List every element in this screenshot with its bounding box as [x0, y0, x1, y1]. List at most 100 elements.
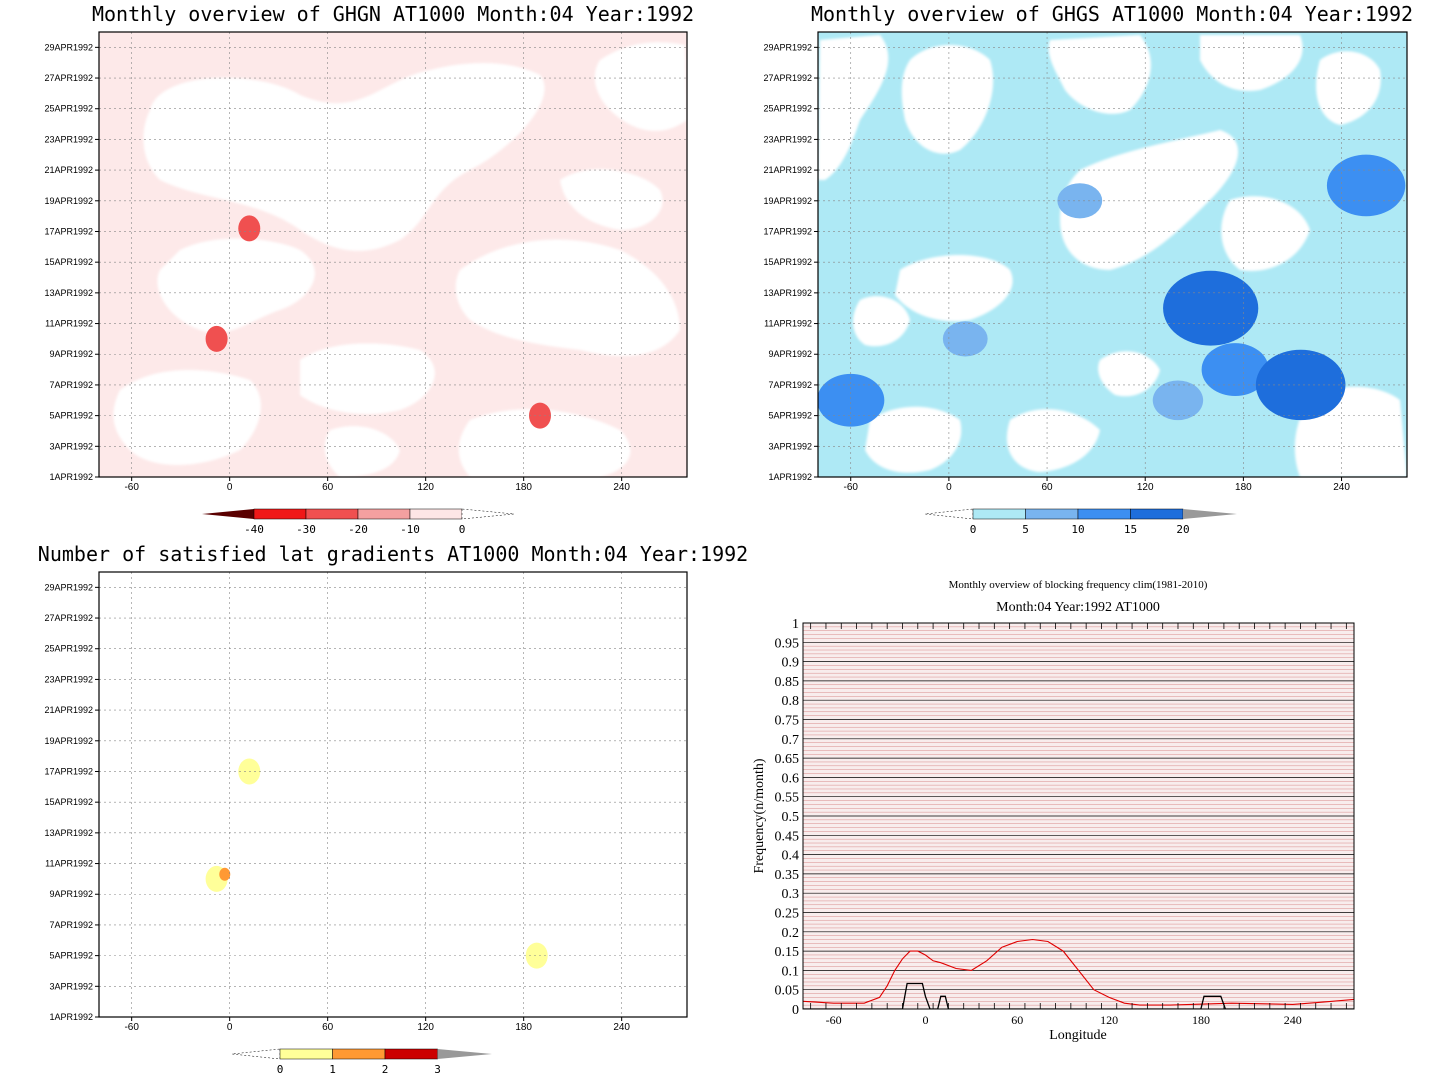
ghgs-colorbar-high-arrow	[1183, 509, 1237, 519]
blocking-x-tick-label: 180	[1192, 1013, 1210, 1027]
ghgn-y-tick-label: 21APR1992	[44, 165, 93, 175]
lat-gradients-colorbar-segment	[332, 1048, 386, 1060]
lat-gradients-y-tick-label: 17APR1992	[44, 766, 93, 776]
ghgn-colorbar-segment	[305, 508, 359, 520]
ghgn-y-tick-label: 11APR1992	[45, 319, 93, 329]
blocking-y-tick-label: 0.9	[782, 656, 800, 671]
lat-gradients-title: Number of satisfied lat gradients AT1000…	[38, 542, 748, 566]
ghgs-y-tick-label: 27APR1992	[763, 73, 812, 83]
ghgs-x-tick-label: -60	[843, 482, 858, 493]
lat-gradients-x-axis: -60 0 60 120 180 240	[124, 1017, 630, 1033]
ghgn-colorbar-segment	[409, 508, 463, 520]
ghgn-x-tick-label: 60	[322, 482, 334, 493]
ghgn-y-tick-label: 3APR1992	[49, 441, 93, 451]
ghgn-colorbar-label: 0	[459, 523, 466, 536]
blocking-x-tick-label: 120	[1100, 1013, 1118, 1027]
blocking-y-label: Frequency(n/month)	[752, 758, 767, 873]
blocking-y-tick-label: 0.2	[782, 926, 800, 941]
ghgn-colorbar-segment	[253, 508, 307, 520]
blocking-x-tick-label: 0	[922, 1013, 928, 1027]
ghgs-anomaly-patches	[818, 154, 1406, 427]
ghgn-y-tick-label: 1APR1992	[49, 472, 93, 482]
ghgs-colorbar-segment	[1025, 508, 1079, 520]
ghgn-panel: Monthly overview of GHGN AT1000 Month:04…	[44, 2, 694, 536]
ghgs-patch	[942, 321, 988, 357]
ghgs-frame	[817, 31, 1408, 478]
ghgs-colorbar-segment	[1077, 508, 1131, 520]
lat-gradients-background	[99, 572, 687, 1017]
ghgs-y-tick-label: 7APR1992	[768, 380, 812, 390]
ghgs-y-tick-label: 15APR1992	[763, 257, 812, 267]
ghgs-patch	[1152, 380, 1204, 421]
ghgs-y-tick-label: 29APR1992	[763, 42, 812, 52]
lat-gradients-patch	[219, 867, 231, 881]
blocking-frame	[802, 622, 1355, 1010]
ghgs-colorbar-label: 10	[1071, 523, 1084, 536]
lat-gradients-panel: Number of satisfied lat gradients AT1000…	[38, 542, 748, 1076]
lat-gradients-x-tick-label: 180	[515, 1022, 532, 1033]
blocking-monthly-line	[803, 982, 1354, 1009]
ghgs-patch	[1163, 270, 1259, 346]
ghgs-colorbar-label: 20	[1176, 523, 1189, 536]
ghgn-y-tick-label: 5APR1992	[49, 411, 93, 421]
ghgs-y-axis: 1APR1992 3APR1992 5APR1992 7APR1992 9APR1992…	[763, 42, 818, 482]
ghgs-y-tick-label: 11APR1992	[764, 319, 812, 329]
lat-gradients-colorbar-label: 3	[434, 1063, 441, 1076]
ghgs-y-tick-label: 3APR1992	[768, 441, 812, 451]
lat-gradients-colorbar-label: 0	[277, 1063, 284, 1076]
ghgn-title: Monthly overview of GHGN AT1000 Month:04…	[92, 2, 694, 26]
ghgs-y-tick-label: 9APR1992	[768, 349, 812, 359]
ghgn-y-tick-label: 15APR1992	[44, 257, 93, 267]
blocking-y-tick-label: 0	[792, 1003, 799, 1018]
ghgs-x-axis: -60 0 60 120 180 240	[843, 477, 1350, 493]
ghgn-y-tick-label: 25APR1992	[44, 104, 93, 114]
blocking-y-tick-label: 0.45	[775, 829, 800, 844]
blocking-y-tick-label: 0.7	[782, 733, 800, 748]
lat-gradients-frame	[98, 571, 688, 1018]
lat-gradients-y-tick-label: 13APR1992	[44, 828, 93, 838]
ghgs-y-tick-label: 25APR1992	[763, 104, 812, 114]
ghgn-colorbar: -40 -30 -20 -10 0	[202, 508, 515, 536]
ghgs-colorbar-segment	[1130, 508, 1184, 520]
ghgn-y-tick-label: 27APR1992	[44, 73, 93, 83]
ghgs-patch	[818, 373, 885, 427]
lat-gradients-y-tick-label: 29APR1992	[44, 582, 93, 592]
ghgs-y-tick-label: 17APR1992	[763, 226, 812, 236]
ghgn-y-tick-label: 23APR1992	[44, 134, 93, 144]
ghgn-colorbar-high-arrow	[461, 508, 515, 520]
lat-gradients-y-tick-label: 7APR1992	[49, 920, 93, 930]
ghgs-colorbar-low-arrow	[924, 508, 974, 520]
lat-gradients-y-tick-label: 27APR1992	[44, 613, 93, 623]
blocking-y-tick-label: 0.75	[775, 714, 800, 729]
ghgn-y-tick-label: 9APR1992	[49, 349, 93, 359]
ghgn-colorbar-low-arrow	[202, 509, 254, 519]
blocking-y-tick-label: 1	[792, 617, 799, 632]
blocking-series	[803, 938, 1354, 1009]
ghgs-x-tick-label: 60	[1041, 482, 1053, 493]
lat-gradients-y-tick-label: 15APR1992	[44, 797, 93, 807]
blocking-subtitle: Month:04 Year:1992 AT1000	[996, 600, 1160, 615]
blocking-title: Monthly overview of blocking frequency c…	[949, 579, 1208, 591]
lat-gradients-patch	[525, 942, 548, 969]
lat-gradients-y-tick-label: 21APR1992	[44, 705, 93, 715]
ghgs-title: Monthly overview of GHGS AT1000 Month:04…	[811, 2, 1413, 26]
lat-gradients-y-tick-label: 5APR1992	[49, 951, 93, 961]
blocking-y-tick-label: 0.3	[782, 887, 800, 902]
blocking-y-tick-label: 0.35	[775, 868, 800, 883]
ghgn-colorbar-segment	[357, 508, 411, 520]
ghgn-x-tick-label: -60	[124, 482, 139, 493]
blocking-y-tick-label: 0.6	[782, 771, 800, 786]
ghgn-grid	[99, 32, 687, 477]
lat-gradients-colorbar-high-arrow	[437, 1049, 492, 1059]
blocking-y-tick-label: 0.05	[775, 984, 800, 999]
lat-gradients-y-tick-label: 23APR1992	[44, 674, 93, 684]
ghgn-y-tick-label: 13APR1992	[44, 288, 93, 298]
lat-gradients-x-tick-label: 0	[227, 1022, 233, 1033]
lat-gradients-x-tick-label: 60	[322, 1022, 334, 1033]
ghgs-y-tick-label: 1APR1992	[768, 472, 812, 482]
ghgn-x-tick-label: 0	[227, 482, 233, 493]
ghgs-y-tick-label: 19APR1992	[763, 196, 812, 206]
blocking-y-tick-label: 0.55	[775, 791, 800, 806]
ghgs-x-tick-label: 0	[946, 482, 952, 493]
